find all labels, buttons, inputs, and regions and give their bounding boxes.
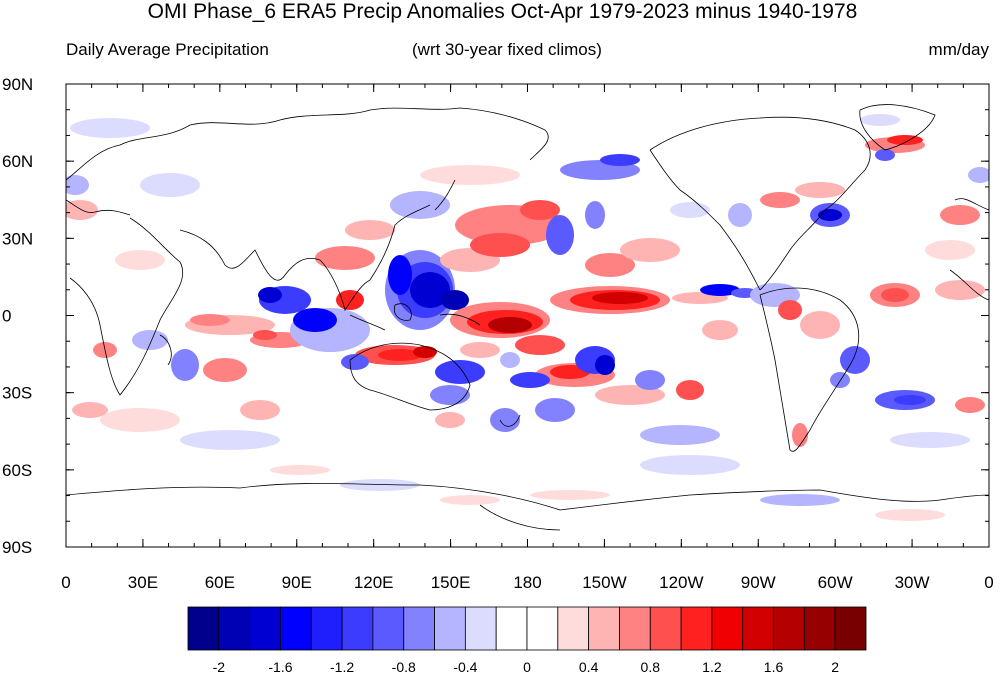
colorbar-swatch xyxy=(742,606,774,651)
north-america-west-coast xyxy=(649,149,761,291)
north-america-coast xyxy=(649,116,871,291)
colorbar-swatch xyxy=(619,606,651,651)
lat-tick-label: 30S xyxy=(2,384,32,403)
colorbar-tick-label: 0.4 xyxy=(579,659,599,675)
lon-tick-label: 120E xyxy=(354,573,394,592)
lon-tick-label: 150E xyxy=(431,573,471,592)
colorbar-swatch xyxy=(280,606,312,651)
lon-tick-label: 60E xyxy=(205,573,235,592)
new-guinea xyxy=(439,313,481,326)
lat-tick-label: 60S xyxy=(2,461,32,480)
colorbar-tick-label: 2 xyxy=(831,659,839,675)
borneo xyxy=(393,303,412,321)
colorbar-swatch xyxy=(711,606,744,651)
south-america-coast xyxy=(759,287,859,452)
colorbar-tick-label: -1.6 xyxy=(268,659,292,675)
australia-coast xyxy=(349,342,471,411)
japan xyxy=(434,179,456,211)
lon-tick-label: 90E xyxy=(282,573,312,592)
lon-tick-label: 150W xyxy=(582,573,626,592)
colorbar-swatch xyxy=(403,606,435,651)
subtitle-left: Daily Average Precipitation xyxy=(66,40,269,59)
lon-tick-label: 0 xyxy=(61,573,70,592)
lat-tick-label: 90S xyxy=(2,538,32,557)
new-zealand xyxy=(499,414,521,427)
west-africa-coast xyxy=(949,269,989,301)
colorbar-tick-label: 1.6 xyxy=(764,659,784,675)
colorbar-swatch xyxy=(464,606,497,651)
lon-tick-label: 60W xyxy=(818,573,853,592)
lon-tick-label: 30W xyxy=(895,573,930,592)
colorbar-tick-label: -0.8 xyxy=(392,659,416,675)
colorbar-swatch xyxy=(434,606,466,651)
colorbar-tick-label: -2 xyxy=(213,659,226,675)
lat-tick-label: 0 xyxy=(2,307,11,326)
colorbar-swatch xyxy=(310,606,343,651)
lat-tick-label: 30N xyxy=(2,229,33,248)
lon-tick-label: 180 xyxy=(513,573,541,592)
ross-sea xyxy=(479,504,561,531)
colorbar-tick-label: 0.8 xyxy=(641,659,661,675)
chart-title: OMI Phase_6 ERA5 Precip Anomalies Oct-Ap… xyxy=(147,0,858,23)
colorbar-swatch xyxy=(773,606,805,651)
colorbar-tick-label: 1.2 xyxy=(702,659,722,675)
colorbar-swatch xyxy=(372,606,405,651)
lat-tick-label: 90N xyxy=(2,75,33,94)
colorbar-swatch xyxy=(187,606,220,651)
colorbar-swatch xyxy=(557,606,590,651)
coastlines xyxy=(66,104,989,531)
colorbar-tick-label: 0 xyxy=(523,659,531,675)
lon-tick-label: 90W xyxy=(741,573,776,592)
latitude-labels: 90N 60N 30N 0 30S 60S 90S xyxy=(2,75,33,557)
mediterranean-coast xyxy=(66,199,131,216)
colorbar-tick-label: -0.4 xyxy=(453,659,477,675)
colorbar: -2 -1.6 -1.2 -0.8 -0.4 0 0.4 0.8 1.2 1.6 2 xyxy=(187,606,867,675)
colorbar-swatch xyxy=(495,606,528,651)
colorbar-swatch xyxy=(649,606,682,651)
lon-tick-label: 120W xyxy=(659,573,703,592)
colorbar-swatch xyxy=(588,606,620,651)
longitude-labels: 0 30E 60E 90E 120E 150E 180 150W 120W 90W 60W 30W 0 xyxy=(61,573,993,592)
lon-tick-label: 0 xyxy=(984,573,993,592)
colorbar-swatch xyxy=(803,606,836,651)
southeast-asia-coast xyxy=(319,204,431,311)
madagascar xyxy=(159,334,172,366)
units-label: mm/day xyxy=(928,40,989,59)
arabia-india-coast xyxy=(179,229,321,281)
colorbar-swatch xyxy=(680,606,713,651)
lon-tick-label: 30E xyxy=(128,573,158,592)
subtitle-center: (wrt 30-year fixed climos) xyxy=(412,40,602,59)
colorbar-swatch xyxy=(834,606,867,651)
colorbar-swatch xyxy=(526,606,559,651)
axis-ticks xyxy=(65,83,990,548)
antarctica-coast xyxy=(66,483,989,511)
colorbar-tick-label: -1.2 xyxy=(330,659,354,675)
eurasia-north-coast xyxy=(66,107,549,181)
anomaly-field xyxy=(66,114,989,521)
greenland xyxy=(859,104,936,151)
sumatra-java xyxy=(349,314,386,331)
europe-west-coast xyxy=(954,198,989,211)
colorbar-swatch xyxy=(218,606,251,651)
lat-tick-label: 60N xyxy=(2,152,33,171)
africa-coast xyxy=(69,217,184,396)
colorbar-swatch xyxy=(249,606,281,651)
colorbar-swatch xyxy=(341,606,374,651)
